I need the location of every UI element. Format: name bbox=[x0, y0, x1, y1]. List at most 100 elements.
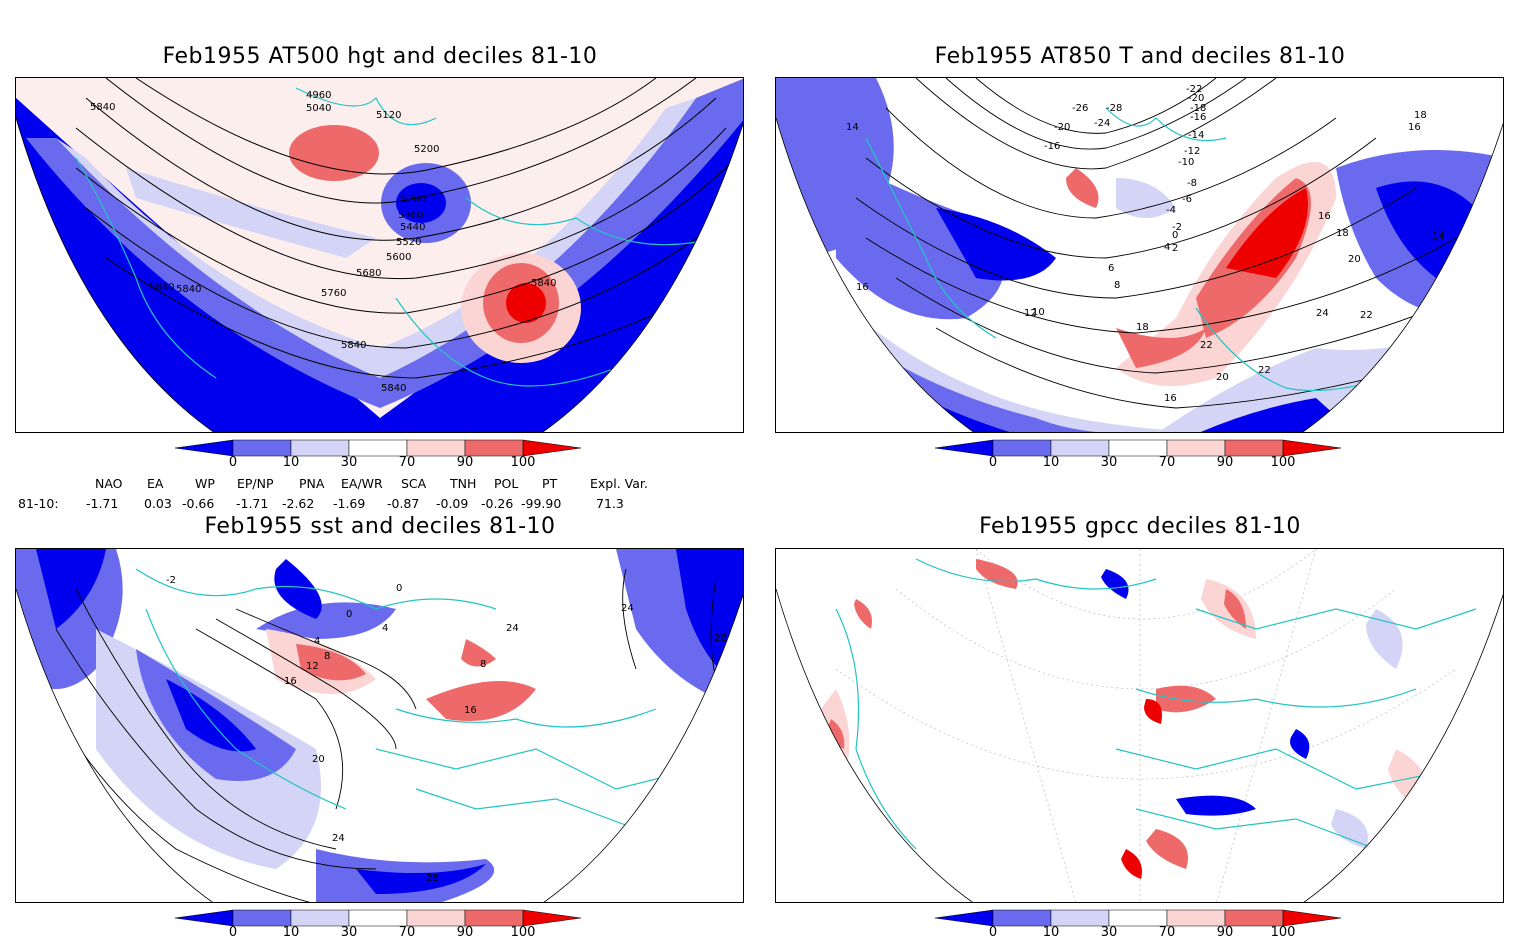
index-value: -0.87 bbox=[387, 496, 420, 511]
contour-label: 0 bbox=[396, 583, 402, 594]
contour-label: 4 bbox=[382, 623, 388, 634]
index-header: Expl. Var. bbox=[590, 476, 648, 491]
contour-label: 14 bbox=[1432, 231, 1445, 242]
contour-label: 28 bbox=[714, 633, 727, 644]
contour-label: -12 bbox=[1184, 146, 1200, 157]
colorbar-segment bbox=[1224, 439, 1284, 457]
panel-title-sst: Feb1955 sst and deciles 81-10 bbox=[204, 514, 556, 539]
colorbar-tick: 90 bbox=[1216, 925, 1234, 940]
colorbar-segment bbox=[992, 439, 1052, 457]
contour-label: 5280 bbox=[401, 194, 426, 205]
colorbar-segment bbox=[348, 909, 408, 927]
contour-label: 18 bbox=[1336, 228, 1349, 239]
contour-label: 20 bbox=[1348, 254, 1361, 265]
contour-label: 5600 bbox=[386, 252, 411, 263]
contour-label: -8 bbox=[1187, 178, 1197, 189]
contour-label: 22 bbox=[1360, 310, 1373, 321]
contour-label: 5760 bbox=[321, 288, 346, 299]
contour-label: 8 bbox=[324, 651, 330, 662]
index-header: POL bbox=[494, 476, 519, 491]
colorbar-top-right: 0 10 30 70 90 100 bbox=[934, 439, 1345, 479]
index-value: 71.3 bbox=[596, 496, 624, 511]
colorbar-segment bbox=[348, 439, 408, 457]
colorbar-tick: 90 bbox=[1216, 455, 1234, 470]
colorbar-segment bbox=[934, 909, 994, 927]
colorbar-swatches bbox=[174, 909, 582, 927]
colorbar-segment bbox=[174, 909, 234, 927]
index-row-label: 81-10: bbox=[18, 496, 59, 511]
colorbar-segment bbox=[992, 909, 1052, 927]
contour-label: -10 bbox=[1178, 157, 1194, 168]
contour-label: 16 bbox=[1164, 393, 1177, 404]
index-header: WP bbox=[195, 476, 215, 491]
colorbar-tick: 70 bbox=[1158, 455, 1176, 470]
colorbar-segment bbox=[464, 909, 524, 927]
colorbar-bottom-left: 0 10 30 70 90 100 bbox=[174, 909, 585, 949]
colorbar-swatches bbox=[934, 909, 1342, 927]
colorbar-tick: 70 bbox=[398, 455, 416, 470]
contour-label: 16 bbox=[856, 282, 869, 293]
panel-title-gpcc: Feb1955 gpcc deciles 81-10 bbox=[979, 514, 1301, 539]
index-value: -0.26 bbox=[481, 496, 514, 511]
colorbar-segment bbox=[1166, 439, 1226, 457]
colorbar-segment bbox=[934, 439, 994, 457]
colorbar-swatches bbox=[174, 439, 582, 457]
index-value: -0.09 bbox=[436, 496, 469, 511]
contour-label: 16 bbox=[464, 705, 477, 716]
colorbar-tick: 10 bbox=[282, 925, 300, 940]
contour-label: 5840 bbox=[176, 284, 201, 295]
colorbar-segment bbox=[1282, 909, 1342, 927]
contour-label: 6 bbox=[1108, 263, 1114, 274]
coastlines bbox=[835, 558, 1477, 850]
colorbar-tick: 10 bbox=[282, 455, 300, 470]
contour-label: 22 bbox=[1200, 340, 1213, 351]
contour-label: 10 bbox=[1032, 307, 1045, 318]
colorbar-tick: 100 bbox=[1270, 455, 1296, 470]
map-hgt500-canvas: 4960 5040 5120 5200 5280 5360 5440 5520 … bbox=[16, 78, 743, 432]
contour-label: 16 bbox=[1318, 211, 1331, 222]
contour-label: 5520 bbox=[396, 237, 421, 248]
contour-label: -16 bbox=[1190, 112, 1206, 123]
contour-label: -28 bbox=[1106, 103, 1122, 114]
temperature-contours bbox=[855, 78, 1503, 409]
positive-anomaly-center bbox=[506, 283, 546, 323]
contour-label: 5440 bbox=[400, 222, 425, 233]
contour-label: 24 bbox=[332, 833, 345, 844]
contour-label: -2 bbox=[166, 575, 176, 586]
index-value: -0.66 bbox=[182, 496, 215, 511]
contour-label: -24 bbox=[1094, 118, 1110, 129]
contour-label: -18 bbox=[1190, 103, 1206, 114]
contour-label: 20 bbox=[1216, 372, 1229, 383]
contour-label: 24 bbox=[1316, 308, 1329, 319]
panel-title-hgt500: Feb1955 AT500 hgt and deciles 81-10 bbox=[162, 44, 598, 69]
map-t850: -28 -26 -24 -22 -20 -20 -18 -16 -16 -14 … bbox=[775, 77, 1504, 433]
contour-label: 20 bbox=[312, 754, 325, 765]
colorbar-segment bbox=[1166, 909, 1226, 927]
contour-label: 0 bbox=[1172, 230, 1178, 241]
map-hgt500: 4960 5040 5120 5200 5280 5360 5440 5520 … bbox=[15, 77, 744, 433]
colorbar-segment bbox=[522, 909, 582, 927]
contour-label: 5840 bbox=[531, 278, 556, 289]
colorbar-segment bbox=[232, 439, 292, 457]
colorbar-segment bbox=[290, 909, 350, 927]
contour-label: 5040 bbox=[306, 103, 331, 114]
colorbar-tick: 70 bbox=[1158, 925, 1176, 940]
contour-label: -20 bbox=[1188, 93, 1204, 104]
contour-label: -26 bbox=[1072, 103, 1088, 114]
contour-label: 18 bbox=[1414, 110, 1427, 121]
colorbar-segment bbox=[1050, 439, 1110, 457]
colorbar-tick: 100 bbox=[510, 925, 536, 940]
contour-label: 12 bbox=[306, 661, 319, 672]
map-gpcc bbox=[775, 548, 1504, 903]
contour-label: 4960 bbox=[306, 90, 331, 101]
contour-label: 5680 bbox=[356, 268, 381, 279]
contour-label: 5200 bbox=[414, 144, 439, 155]
index-header: EP/NP bbox=[237, 476, 274, 491]
contour-label: 4 bbox=[314, 636, 320, 647]
index-value: 0.03 bbox=[144, 496, 172, 511]
index-header: NAO bbox=[95, 476, 123, 491]
contour-label: 0 bbox=[346, 609, 352, 620]
contour-label: 24 bbox=[506, 623, 519, 634]
warm-anomaly-core bbox=[1226, 188, 1308, 278]
index-header: TNH bbox=[450, 476, 477, 491]
